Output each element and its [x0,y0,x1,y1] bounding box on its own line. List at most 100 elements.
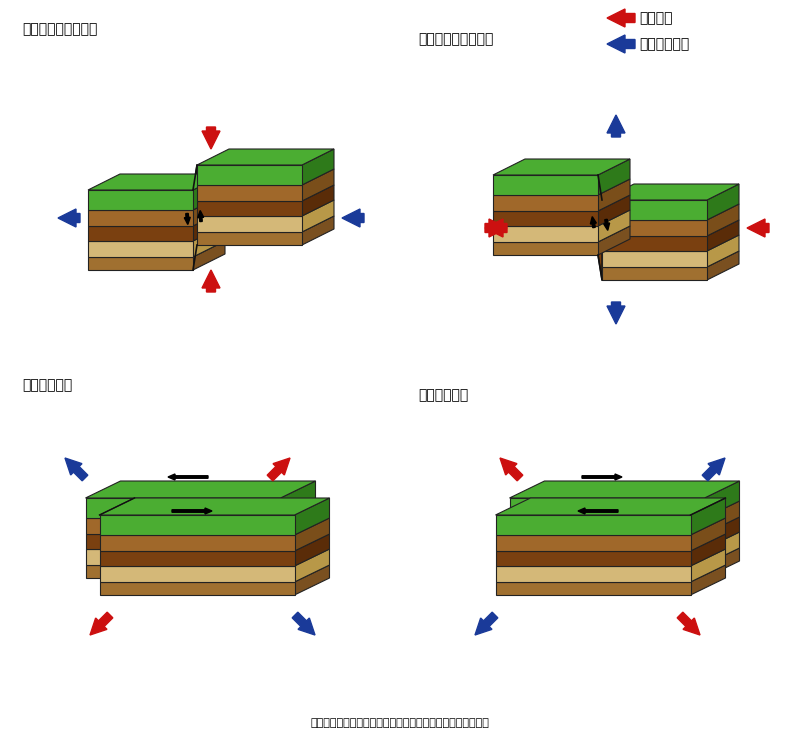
Polygon shape [602,236,707,251]
Polygon shape [690,518,726,551]
FancyArrow shape [590,217,596,228]
FancyArrow shape [607,35,635,53]
Text: 左横ずれ断層: 左横ずれ断層 [22,378,72,392]
Polygon shape [197,201,302,216]
Polygon shape [302,169,334,201]
Polygon shape [495,551,690,566]
FancyArrow shape [485,219,507,237]
Text: 縦ずれ断層　逆断層: 縦ずれ断層 逆断層 [418,32,494,46]
Text: 圧縮の力: 圧縮の力 [639,11,673,25]
Polygon shape [510,498,705,518]
FancyArrow shape [607,9,635,27]
FancyArrow shape [202,127,220,149]
Polygon shape [598,179,630,211]
Polygon shape [495,515,690,535]
Polygon shape [193,194,225,226]
Polygon shape [493,175,598,195]
Polygon shape [294,498,330,535]
Polygon shape [690,565,726,595]
Polygon shape [495,566,690,582]
Polygon shape [493,211,598,226]
FancyArrow shape [607,115,625,137]
Polygon shape [99,498,330,515]
Polygon shape [493,242,598,255]
Polygon shape [86,549,281,565]
Polygon shape [281,532,315,565]
FancyArrow shape [342,209,364,227]
Polygon shape [598,159,630,195]
Polygon shape [598,175,602,280]
Polygon shape [197,232,302,245]
FancyArrow shape [677,612,700,635]
Polygon shape [602,251,707,267]
Polygon shape [88,174,225,190]
Polygon shape [281,481,315,518]
Polygon shape [302,216,334,245]
Polygon shape [705,501,739,534]
FancyArrow shape [582,474,622,480]
Polygon shape [197,149,334,165]
FancyArrow shape [500,458,523,481]
Polygon shape [707,184,739,220]
Polygon shape [99,582,294,595]
FancyArrow shape [172,508,212,514]
FancyArrow shape [184,214,190,224]
Polygon shape [510,481,739,498]
Polygon shape [705,548,739,578]
Polygon shape [99,566,294,582]
Polygon shape [602,200,707,220]
Polygon shape [302,185,334,216]
Polygon shape [495,498,726,515]
Polygon shape [86,534,281,549]
Polygon shape [690,549,726,582]
Polygon shape [88,226,193,241]
Polygon shape [294,518,330,551]
FancyArrow shape [607,302,625,324]
FancyArrow shape [168,474,208,480]
Polygon shape [99,551,294,566]
Polygon shape [88,257,193,270]
Polygon shape [86,565,281,578]
Polygon shape [690,498,726,535]
Polygon shape [197,165,302,185]
FancyArrow shape [747,219,769,237]
Polygon shape [707,251,739,280]
Polygon shape [493,159,630,175]
Polygon shape [690,534,726,566]
Polygon shape [99,535,294,551]
Polygon shape [705,481,739,518]
FancyArrow shape [292,612,315,635]
FancyArrow shape [702,458,725,481]
Polygon shape [281,517,315,549]
FancyArrow shape [65,458,88,481]
Polygon shape [495,582,690,595]
Polygon shape [707,220,739,251]
Text: 図は文部科学省小冊子「地震の発生メカニズムを探る」より: 図は文部科学省小冊子「地震の発生メカニズムを探る」より [310,718,490,728]
Polygon shape [510,518,705,534]
Polygon shape [510,534,705,549]
Polygon shape [495,535,690,551]
Polygon shape [281,501,315,534]
Polygon shape [294,534,330,566]
Polygon shape [598,195,630,226]
FancyArrow shape [485,219,507,237]
Polygon shape [707,235,739,267]
Polygon shape [86,481,315,498]
Polygon shape [193,225,225,257]
FancyArrow shape [90,612,113,635]
FancyArrow shape [578,508,618,514]
Polygon shape [493,195,598,211]
Polygon shape [86,518,281,534]
Text: 縦ずれ断層　正断層: 縦ずれ断層 正断層 [22,22,98,36]
Polygon shape [510,565,705,578]
Polygon shape [302,200,334,232]
Polygon shape [99,515,294,535]
Polygon shape [705,517,739,549]
Polygon shape [598,226,630,255]
Polygon shape [88,190,193,210]
Polygon shape [193,210,225,241]
FancyArrow shape [198,211,204,221]
Polygon shape [602,267,707,280]
FancyArrow shape [267,458,290,481]
Polygon shape [602,184,739,200]
